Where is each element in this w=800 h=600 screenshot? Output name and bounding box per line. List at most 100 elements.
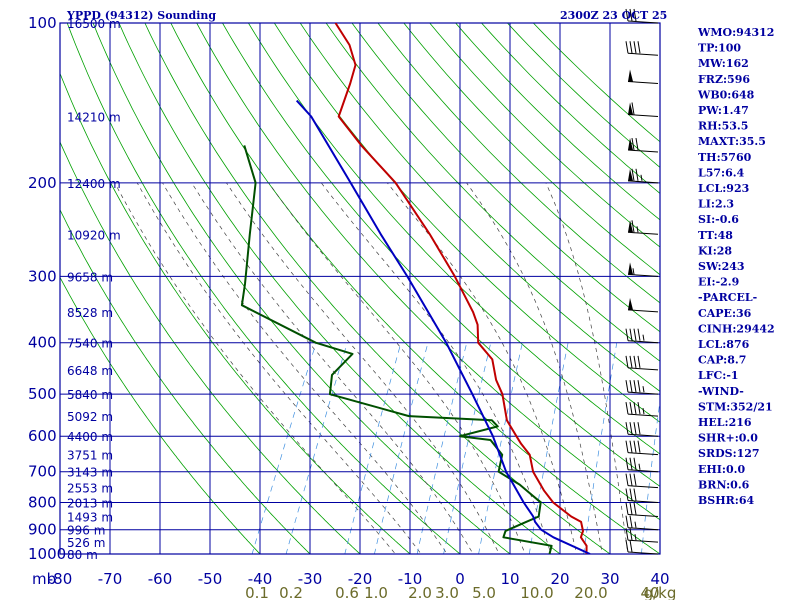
sounding-traces — [240, 23, 591, 554]
wind-barb — [625, 528, 659, 543]
wind-barb-flag — [637, 41, 641, 54]
dry-adiabats — [60, 23, 660, 554]
temperature-tick-label: 20 — [550, 570, 569, 588]
wind-barb — [625, 539, 659, 555]
wind-barb-flag — [631, 102, 635, 115]
mixing-ratio-label: 40 — [640, 584, 659, 600]
temperature-tick-label: 40 — [650, 570, 669, 588]
dry-adiabat-line — [222, 23, 660, 487]
wind-barb-flag — [625, 8, 629, 22]
wind-barb-staff — [627, 367, 659, 371]
wind-barb-flag — [629, 328, 633, 341]
wind-barb-flag — [625, 440, 629, 453]
index-value: -PARCEL- — [698, 291, 757, 304]
dry-adiabat-line — [351, 23, 660, 333]
wind-barb-staff — [627, 20, 659, 24]
moist-adiabat-line — [268, 182, 526, 554]
wind-barb-staff — [627, 469, 659, 473]
wind-barb-staff — [627, 539, 659, 543]
pressure-tick-label: 200 — [28, 174, 57, 192]
wind-barb-flag — [633, 8, 637, 22]
wind-barb-staff — [627, 500, 659, 504]
temperature-tick-label: -60 — [148, 570, 173, 588]
index-value: SHR+:0.0 — [698, 432, 758, 445]
wind-barb — [625, 488, 659, 504]
pressure-tick-label: 1000 — [28, 545, 66, 563]
pressure-tick-label: 800 — [28, 494, 57, 512]
height-tick-label: 6648 m — [67, 364, 113, 378]
wind-barb-pennant — [628, 69, 633, 82]
dry-adiabat-line — [66, 23, 461, 554]
dry-adiabat-line — [196, 23, 660, 521]
wind-barb-half-flag — [640, 174, 643, 181]
index-value: LFC:-1 — [698, 369, 739, 382]
wind-barbs — [625, 8, 659, 555]
wind-barb — [625, 380, 659, 395]
wind-barb-flag — [625, 380, 629, 393]
wind-barb-flag — [629, 528, 633, 541]
index-value: MAXT:35.5 — [698, 135, 766, 148]
wind-barb-flag — [633, 473, 637, 486]
temperature-tick-label: 30 — [600, 570, 619, 588]
wind-barb-staff — [627, 180, 659, 184]
wind-barb-flag — [633, 440, 637, 453]
wind-barb — [627, 69, 659, 85]
wind-barb-flag — [633, 355, 637, 368]
mixing-ratio-label: 2.0 — [408, 584, 432, 600]
wind-barb-flag — [629, 473, 633, 486]
wind-barb-flag — [633, 457, 637, 470]
mixing-ratio-label: g/kg — [644, 584, 677, 600]
mixing-ratio-line — [528, 342, 569, 554]
dry-adiabat-line — [506, 23, 660, 168]
wind-barb — [625, 457, 659, 473]
index-value: LCL:923 — [698, 182, 749, 195]
wind-barb-flag — [637, 422, 641, 435]
mixing-ratio-label: 20.0 — [574, 584, 607, 600]
chart-datetime: 2300Z 23 OCT 25 — [560, 9, 667, 22]
wind-barb-flag — [629, 380, 633, 393]
index-value: WMO:94312 — [697, 26, 774, 39]
wind-barb — [627, 297, 659, 313]
wind-barb-flag — [625, 328, 629, 341]
wind-barb-flag — [625, 539, 629, 553]
temperature-profile-line — [334, 23, 588, 554]
wind-barb-staff — [627, 433, 659, 437]
index-value: BSHR:64 — [698, 494, 754, 507]
pressure-tick-label: 500 — [28, 385, 57, 403]
dry-adiabat-line — [144, 23, 611, 554]
index-value: STM:352/21 — [698, 400, 773, 413]
index-value: KI:28 — [698, 244, 732, 257]
wind-barb-flag — [633, 422, 637, 435]
index-value: PW:1.47 — [698, 104, 749, 117]
mixing-ratio-line — [251, 342, 317, 554]
index-value: RH:53.5 — [698, 120, 748, 133]
dry-adiabat-line — [118, 23, 561, 554]
wind-barb-staff — [627, 551, 659, 555]
wind-barb-flag — [637, 440, 641, 453]
wind-barb-staff — [627, 514, 659, 518]
mixing-ratio-line — [641, 398, 660, 554]
wind-barb-flag — [631, 168, 635, 181]
mixing-ratio-line — [374, 342, 429, 554]
wind-barb-staff — [627, 52, 659, 56]
index-value: -WIND- — [698, 385, 744, 398]
height-tick-label: 2013 m — [67, 497, 113, 511]
wind-barb — [625, 515, 659, 531]
wind-barb — [625, 328, 659, 344]
wind-barb — [625, 440, 659, 456]
index-value: EI:-2.9 — [698, 276, 739, 289]
wind-barb-flag — [629, 41, 633, 54]
height-tick-label: 3143 m — [67, 466, 113, 480]
dry-adiabat-line — [429, 23, 660, 248]
dewpoint-profile-line — [240, 145, 553, 554]
wind-barb-flag — [629, 515, 633, 528]
height-tick-label: 12400 m — [67, 177, 121, 191]
temperature-tick-label: -30 — [298, 570, 323, 588]
dry-adiabat-line — [325, 23, 660, 362]
wind-barb-flag — [637, 355, 641, 368]
index-value: SRDS:127 — [698, 447, 760, 460]
wind-barb — [627, 168, 659, 184]
wind-barb — [627, 262, 659, 277]
dry-adiabat-line — [247, 23, 660, 455]
